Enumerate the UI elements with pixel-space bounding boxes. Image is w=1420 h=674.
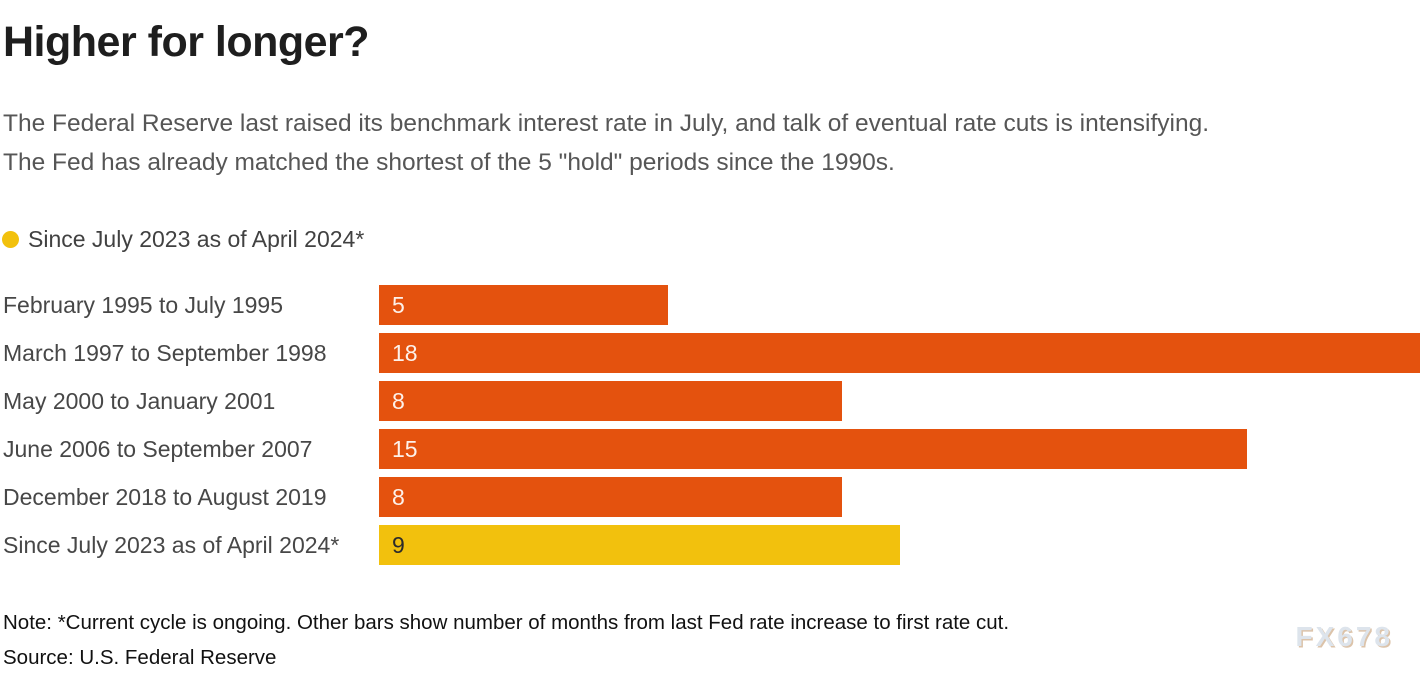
- note-text: Note: *Current cycle is ongoing. Other b…: [3, 611, 1010, 634]
- category-label: Since July 2023 as of April 2024*: [3, 531, 340, 558]
- bar-value-label: 8: [392, 483, 405, 510]
- bar-track: 8: [379, 381, 1420, 421]
- chart-row: May 2000 to January 2001 8: [0, 381, 1420, 421]
- category-label: June 2006 to September 2007: [3, 435, 313, 462]
- chart-row: Since July 2023 as of April 2024* 9: [0, 525, 1420, 565]
- bar-value-label: 5: [392, 291, 405, 318]
- legend: Since July 2023 as of April 2024*: [2, 226, 364, 253]
- chart-row: February 1995 to July 1995 5: [0, 285, 1420, 325]
- bar: 9: [379, 525, 900, 565]
- legend-label: Since July 2023 as of April 2024*: [28, 226, 365, 252]
- subtitle-line-2: The Fed has already matched the shortest…: [3, 149, 895, 176]
- bar-value-label: 18: [392, 339, 418, 366]
- chart-row: December 2018 to August 2019 8: [0, 477, 1420, 517]
- bar: 8: [379, 477, 842, 517]
- footnotes: Note: *Current cycle is ongoing. Other b…: [3, 605, 1009, 674]
- bar-track: 9: [379, 525, 1420, 565]
- category-label: March 1997 to September 1998: [3, 339, 327, 366]
- bar-value-label: 15: [392, 435, 418, 462]
- legend-dot-icon: [2, 231, 19, 248]
- category-label: February 1995 to July 1995: [3, 291, 284, 318]
- bar-track: 8: [379, 477, 1420, 517]
- watermark: FX678: [1295, 621, 1393, 652]
- bar-track: 18: [379, 333, 1420, 373]
- bar-track: 15: [379, 429, 1420, 469]
- bar-value-label: 8: [392, 387, 405, 414]
- chart-row: June 2006 to September 2007 15: [0, 429, 1420, 469]
- bar: 18: [379, 333, 1420, 373]
- chart-subtitle: The Federal Reserve last raised its benc…: [3, 104, 1209, 182]
- bar-chart: February 1995 to July 1995 5 March 1997 to…: [0, 285, 1420, 573]
- category-label: December 2018 to August 2019: [3, 483, 327, 510]
- page-title: Higher for longer?: [3, 18, 370, 66]
- category-label: May 2000 to January 2001: [3, 387, 276, 414]
- bar: 8: [379, 381, 842, 421]
- bar-track: 5: [379, 285, 1420, 325]
- bar: 15: [379, 429, 1247, 469]
- bar-value-label: 9: [392, 531, 405, 558]
- source-text: Source: U.S. Federal Reserve: [3, 646, 277, 669]
- subtitle-line-1: The Federal Reserve last raised its benc…: [3, 110, 1210, 137]
- chart-row: March 1997 to September 1998 18: [0, 333, 1420, 373]
- bar: 5: [379, 285, 669, 325]
